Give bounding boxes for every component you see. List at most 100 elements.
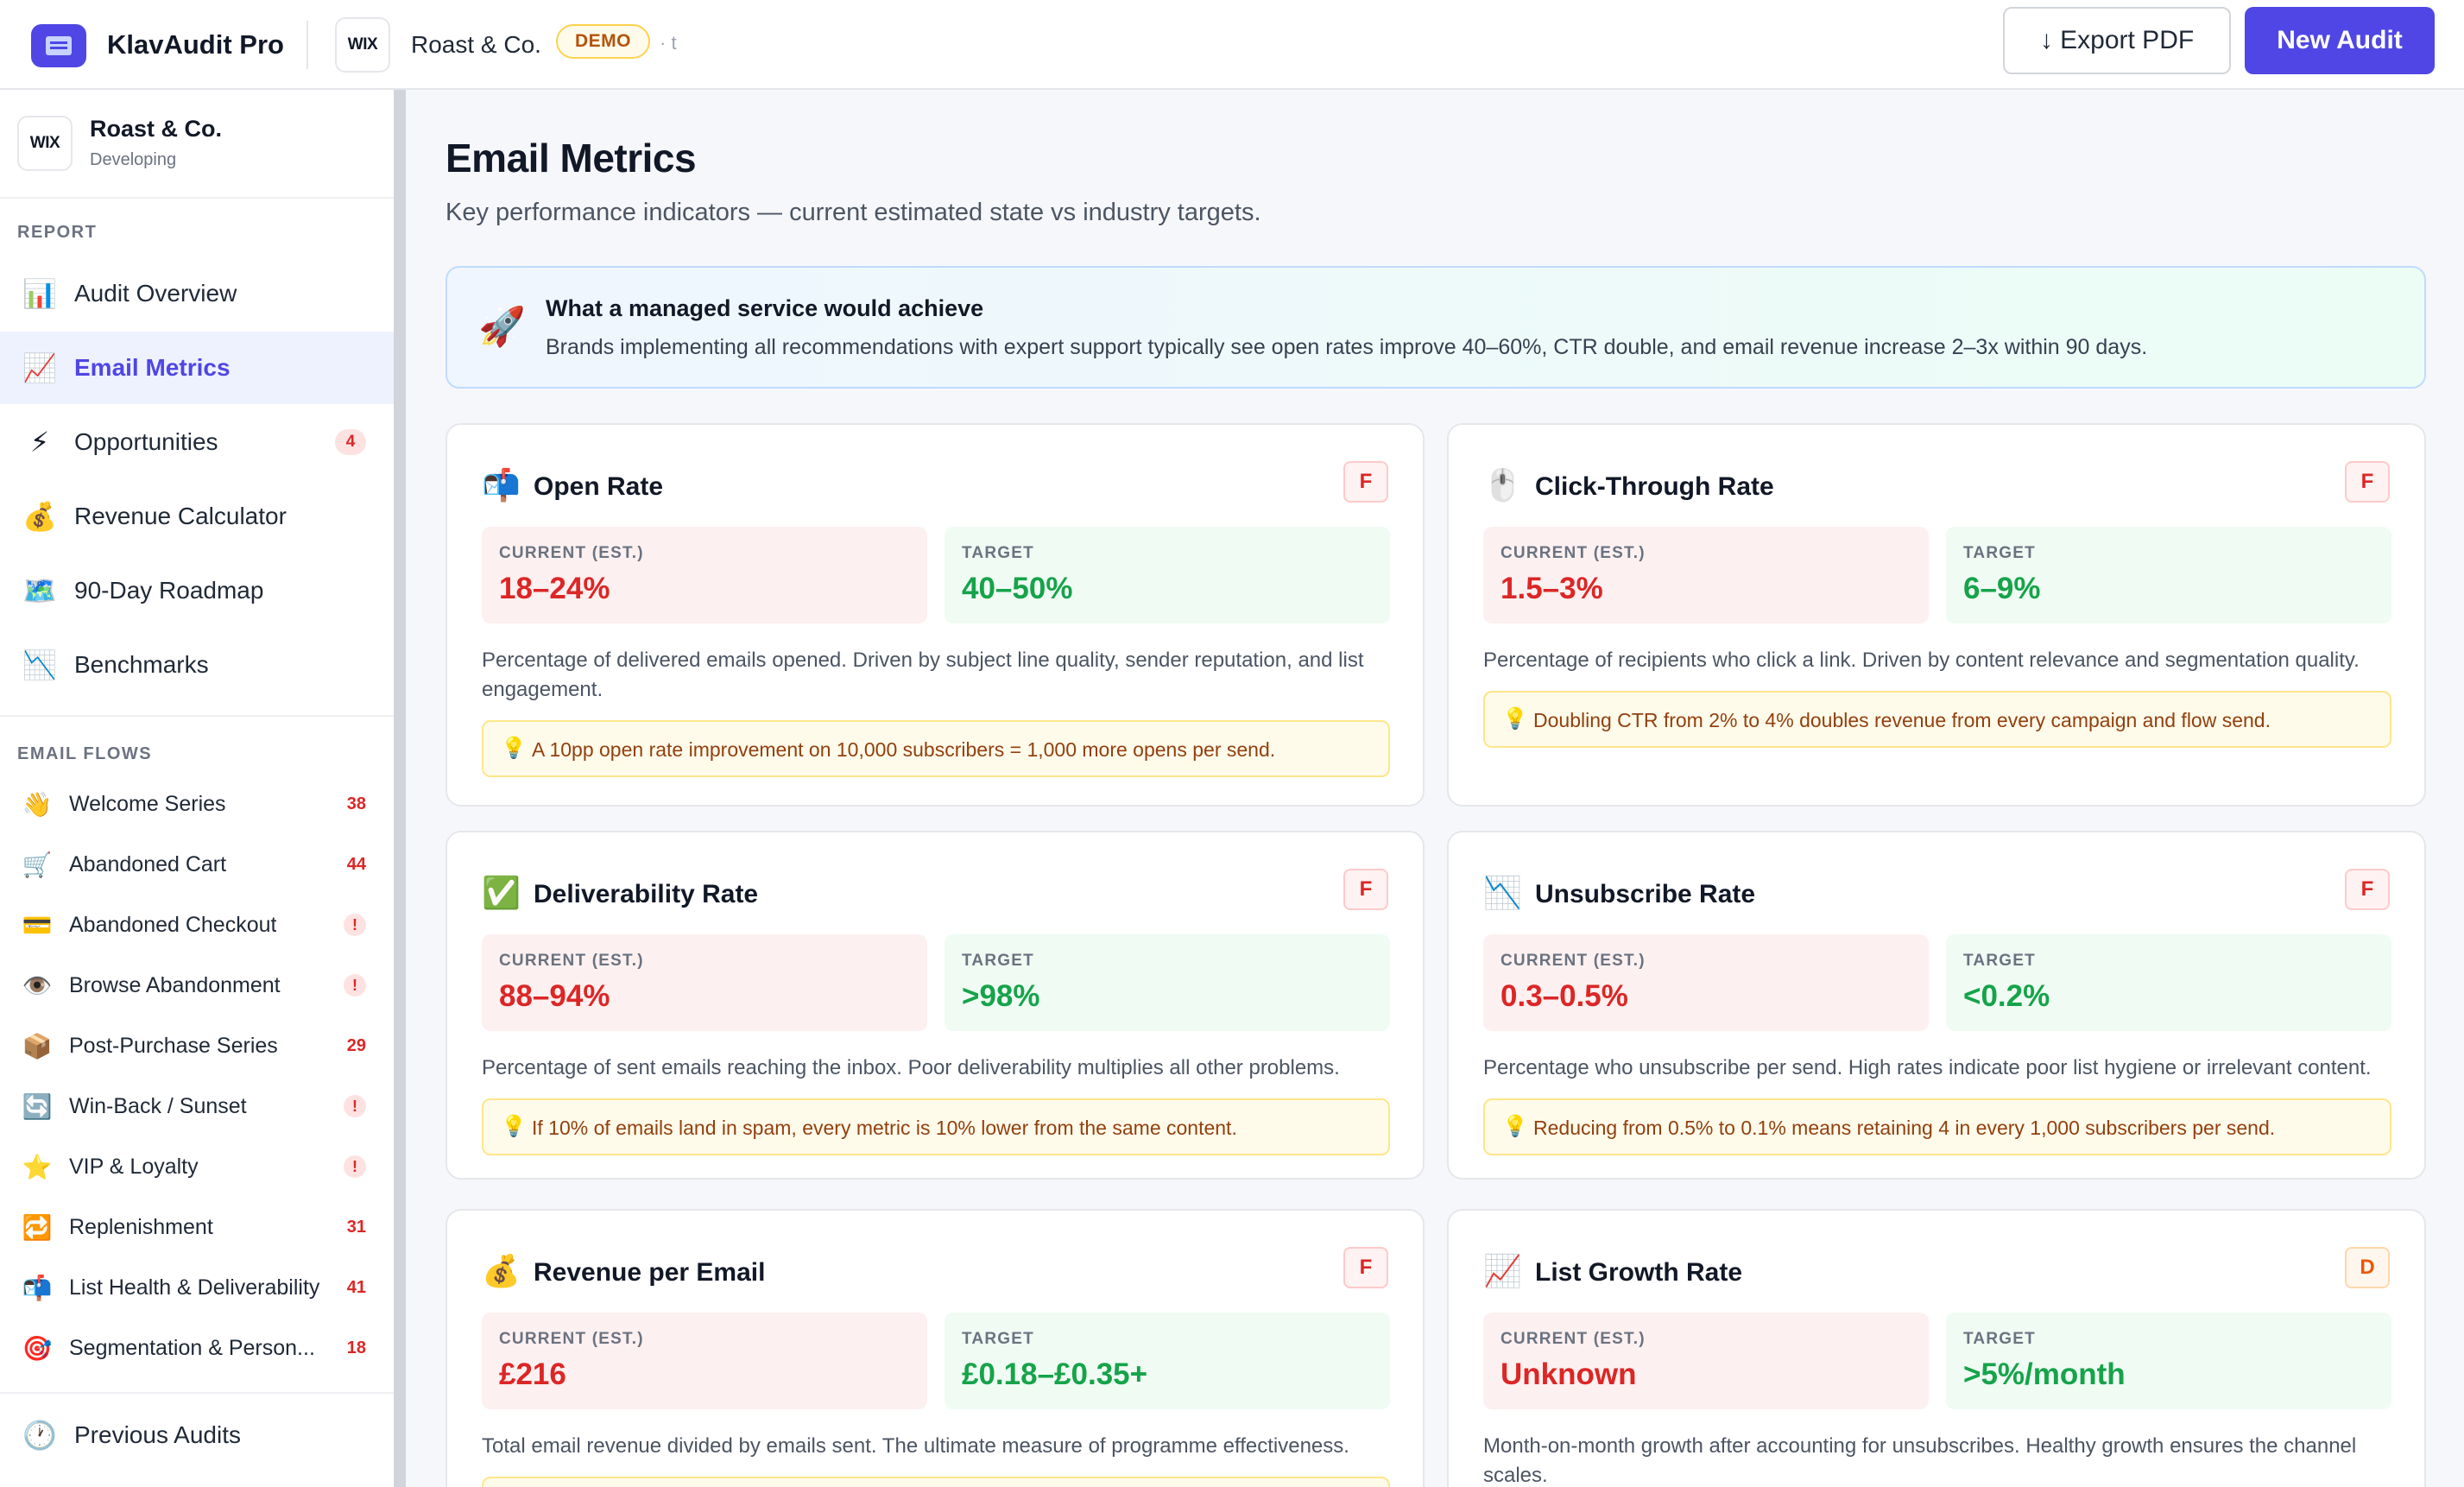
grade-badge: F [1343, 1247, 1388, 1288]
sidebar-flow-win-back[interactable]: 🔄 Win-Back / Sunset ! [0, 1076, 394, 1136]
sidebar-item-audit-overview[interactable]: 📊 Audit Overview [0, 257, 394, 330]
mailbox-icon: 📬 [22, 1274, 53, 1301]
sidebar-item-benchmarks[interactable]: 📉 Benchmarks [0, 629, 394, 701]
lightbulb-icon: 💡 [1502, 707, 1528, 731]
target-value: £0.18–£0.35+ [962, 1357, 1148, 1391]
target-label: TARGET [962, 544, 1034, 562]
bar-chart-icon: 📊 [22, 278, 57, 309]
chart-decreasing-icon: 📉 [1483, 875, 1522, 910]
sidebar-item-roadmap[interactable]: 🗺️ 90-Day Roadmap [0, 554, 394, 627]
current-value: 88–94% [499, 979, 610, 1013]
sidebar-item-label: Audit Overview [74, 280, 237, 307]
metric-title: Deliverability Rate [534, 880, 759, 908]
new-audit-button[interactable]: New Audit [2245, 7, 2435, 74]
metric-tip [482, 1477, 1390, 1487]
current-value-box: CURRENT (EST.) 88–94% [482, 934, 927, 1031]
flow-label: Segmentation & Person... [69, 1335, 315, 1360]
flow-score: 44 [346, 854, 366, 874]
sidebar-item-email-metrics[interactable]: 📈 Email Metrics [0, 332, 394, 404]
star-icon: ⭐ [22, 1153, 53, 1180]
metric-tip: 💡 If 10% of emails land in spam, every m… [482, 1098, 1390, 1155]
sidebar-flow-segmentation[interactable]: 🎯 Segmentation & Person... 18 [0, 1318, 394, 1378]
sidebar-flow-welcome-series[interactable]: 👋 Welcome Series 38 [0, 774, 394, 834]
metric-card-list-growth-rate: 📈 List Growth Rate D CURRENT (EST.) Unkn… [1447, 1209, 2426, 1487]
metric-tip: 💡 A 10pp open rate improvement on 10,000… [482, 720, 1390, 777]
sidebar-flow-vip-loyalty[interactable]: ⭐ VIP & Loyalty ! [0, 1136, 394, 1197]
clock-icon: 🕐 [22, 1420, 57, 1451]
sidebar-scrollbar[interactable] [394, 90, 406, 1487]
flow-score: 18 [346, 1338, 366, 1357]
money-bag-icon: 💰 [482, 1253, 521, 1288]
money-bag-icon: 💰 [22, 501, 57, 532]
current-label: CURRENT (EST.) [499, 952, 644, 970]
sidebar-item-label: Benchmarks [74, 651, 209, 678]
sidebar-item-revenue-calculator[interactable]: 💰 Revenue Calculator [0, 480, 394, 553]
metric-tip: 💡 Doubling CTR from 2% to 4% doubles rev… [1483, 691, 2391, 748]
missing-flow-badge: ! [344, 914, 366, 936]
rocket-icon: 🚀 [478, 306, 526, 348]
sidebar-flow-post-purchase[interactable]: 📦 Post-Purchase Series 29 [0, 1016, 394, 1076]
current-value: 0.3–0.5% [1501, 979, 1628, 1013]
sidebar-flow-abandoned-checkout[interactable]: 💳 Abandoned Checkout ! [0, 895, 394, 955]
grade-badge: F [2345, 869, 2390, 910]
current-value-box: CURRENT (EST.) £216 [482, 1313, 927, 1409]
tip-text: If 10% of emails land in spam, every met… [532, 1117, 1237, 1139]
sidebar-flow-list-health[interactable]: 📬 List Health & Deliverability 41 [0, 1257, 394, 1318]
sidebar-item-label: 90-Day Roadmap [74, 577, 264, 604]
target-value: >98% [962, 979, 1040, 1013]
flow-label: Welcome Series [69, 791, 226, 816]
target-value-box: TARGET <0.2% [1946, 934, 2391, 1031]
client-platform-badge: WIX [335, 17, 390, 73]
client-name: Roast & Co. [411, 31, 541, 58]
target-value: >5%/month [1963, 1357, 2126, 1391]
target-label: TARGET [962, 952, 1034, 970]
current-value: 1.5–3% [1501, 572, 1603, 605]
divider [306, 21, 308, 69]
tip-text: Reducing from 0.5% to 0.1% means retaini… [1533, 1117, 2276, 1139]
metric-card-deliverability-rate: ✅ Deliverability Rate F CURRENT (EST.) 8… [445, 831, 1425, 1180]
target-label: TARGET [1963, 1330, 2036, 1348]
metric-card-open-rate: 📬 Open Rate F CURRENT (EST.) 18–24% TARG… [445, 423, 1425, 807]
current-value: 18–24% [499, 572, 610, 605]
app-logo [31, 24, 86, 67]
sidebar-item-previous-audits[interactable]: 🕐 Previous Audits [0, 1399, 394, 1471]
flow-label: VIP & Loyalty [69, 1154, 199, 1179]
section-label-email-flows: EMAIL FLOWS [17, 744, 153, 763]
metric-title: Unsubscribe Rate [1535, 880, 1756, 908]
sidebar-flow-browse-abandonment[interactable]: 👁️ Browse Abandonment ! [0, 955, 394, 1016]
sidebar-item-opportunities[interactable]: ⚡ Opportunities 4 [0, 406, 394, 478]
credit-card-icon: 💳 [22, 911, 53, 939]
metric-title: Click-Through Rate [1535, 472, 1774, 501]
current-label: CURRENT (EST.) [499, 544, 644, 562]
export-pdf-button[interactable]: ↓ Export PDF [2003, 7, 2231, 74]
current-label: CURRENT (EST.) [1501, 1330, 1646, 1348]
target-label: TARGET [1963, 952, 2036, 970]
mouse-icon: 🖱️ [1483, 467, 1522, 503]
metric-card-revenue-per-email: 💰 Revenue per Email F CURRENT (EST.) £21… [445, 1209, 1425, 1487]
lightbulb-icon: 💡 [501, 737, 527, 760]
package-icon: 📦 [22, 1032, 53, 1060]
sidebar: WIX Roast & Co. Developing REPORT 📊 Audi… [0, 90, 394, 1487]
current-label: CURRENT (EST.) [1501, 952, 1646, 970]
metric-description: Month-on-month growth after accounting f… [1483, 1434, 2357, 1487]
sidebar-flow-replenishment[interactable]: 🔁 Replenishment 31 [0, 1197, 394, 1257]
main-content: Email Metrics Key performance indicators… [406, 90, 2464, 1487]
lightbulb-icon: 💡 [501, 1115, 527, 1138]
sidebar-client-card[interactable]: WIX Roast & Co. Developing [0, 90, 394, 199]
metric-card-unsubscribe-rate: 📉 Unsubscribe Rate F CURRENT (EST.) 0.3–… [1447, 831, 2426, 1180]
target-value-box: TARGET >98% [945, 934, 1390, 1031]
current-value-box: CURRENT (EST.) 0.3–0.5% [1483, 934, 1929, 1031]
lightbulb-icon: 💡 [1502, 1115, 1528, 1138]
current-value: Unknown [1501, 1357, 1637, 1391]
banner-title: What a managed service would achieve [546, 295, 984, 321]
target-value-box: TARGET >5%/month [1946, 1313, 2391, 1409]
section-label-report: REPORT [17, 223, 98, 242]
flow-score: 31 [346, 1217, 366, 1237]
flow-label: Browse Abandonment [69, 972, 281, 997]
sidebar-flow-abandoned-cart[interactable]: 🛒 Abandoned Cart 44 [0, 834, 394, 895]
flow-label: List Health & Deliverability [69, 1275, 320, 1300]
map-icon: 🗺️ [22, 575, 57, 606]
missing-flow-badge: ! [344, 1155, 366, 1178]
current-label: CURRENT (EST.) [499, 1330, 644, 1348]
shopping-cart-icon: 🛒 [22, 851, 53, 878]
